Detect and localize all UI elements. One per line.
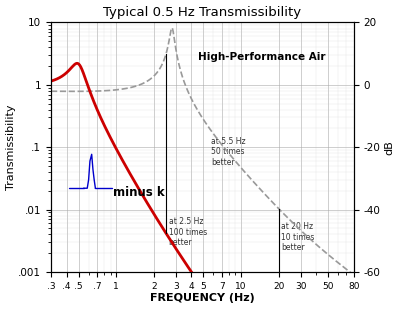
Text: minus k: minus k	[113, 186, 164, 199]
X-axis label: FREQUENCY (Hz): FREQUENCY (Hz)	[150, 294, 255, 303]
Text: High-Performance Air: High-Performance Air	[198, 52, 325, 62]
Y-axis label: dB: dB	[384, 140, 394, 154]
Y-axis label: Transmissibility: Transmissibility	[6, 104, 16, 190]
Text: at 5.5 Hz
50 times
better: at 5.5 Hz 50 times better	[211, 137, 246, 167]
Title: Typical 0.5 Hz Transmissibility: Typical 0.5 Hz Transmissibility	[103, 6, 302, 19]
Text: at 20 Hz
10 times
better: at 20 Hz 10 times better	[281, 222, 314, 252]
Text: at 2.5 Hz
100 times
better: at 2.5 Hz 100 times better	[168, 217, 207, 247]
